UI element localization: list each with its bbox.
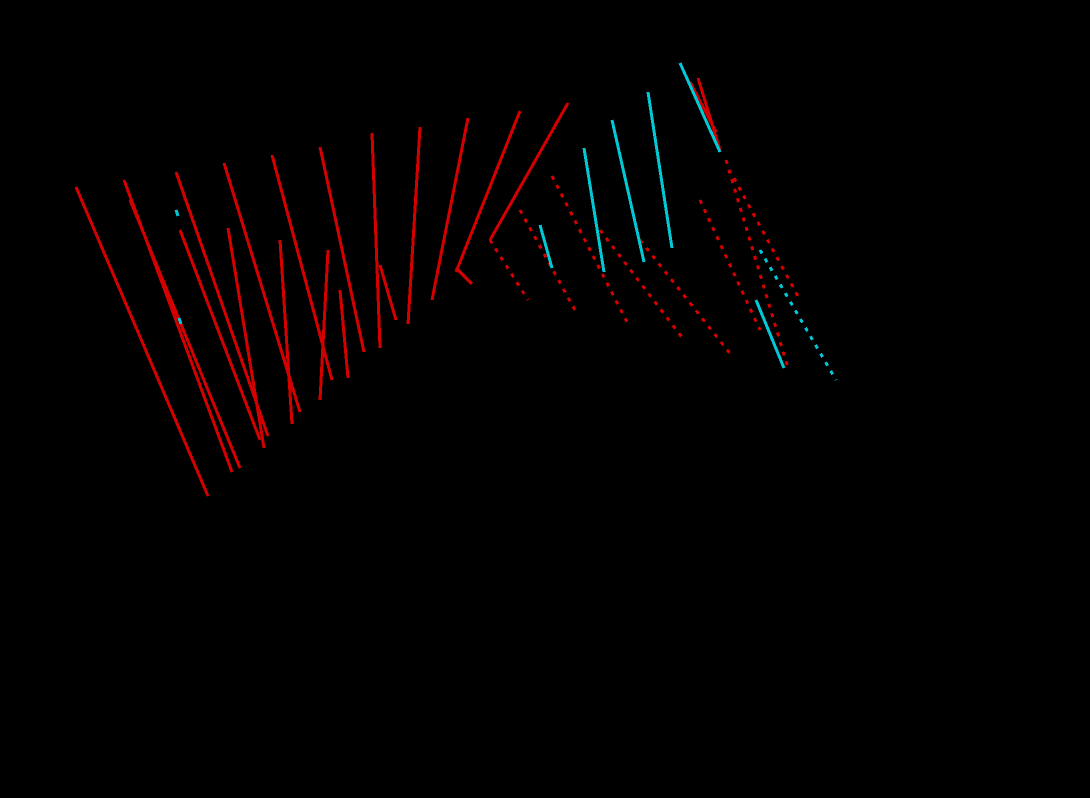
edge [430,117,470,301]
edge [406,126,422,325]
edge [318,146,366,353]
edge [754,299,786,369]
edge [454,266,474,286]
edge [598,229,686,341]
edge [338,289,350,379]
edge [678,62,722,153]
edge [724,159,790,369]
red-wireframe [74,77,802,497]
edge [696,77,722,151]
edge [638,239,734,357]
edge [378,264,398,321]
edge [488,102,570,241]
edge [370,132,382,349]
edge [178,229,262,441]
edge [646,91,674,249]
edge [318,249,330,401]
edge [488,239,530,301]
cyan-wireframe [174,62,838,381]
edge [174,209,180,217]
edge [582,147,606,273]
edge [538,224,554,269]
edge [550,175,630,325]
edge [128,199,242,469]
edge [278,239,294,425]
edge [226,227,266,449]
edge [454,110,522,273]
edge [177,317,183,325]
edge [698,199,762,331]
edge [610,119,646,263]
edge [174,171,270,437]
edge [74,186,210,497]
edge [732,177,802,301]
